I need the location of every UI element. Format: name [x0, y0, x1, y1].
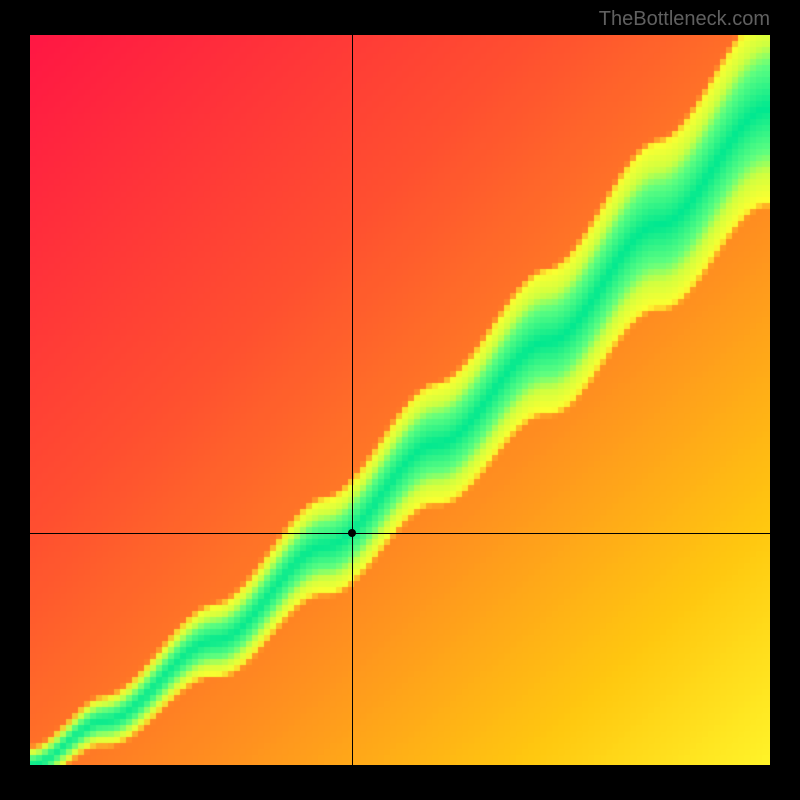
heatmap-plot-area: [30, 35, 770, 765]
watermark-text: TheBottleneck.com: [599, 8, 770, 31]
heatmap-canvas: [30, 35, 770, 765]
